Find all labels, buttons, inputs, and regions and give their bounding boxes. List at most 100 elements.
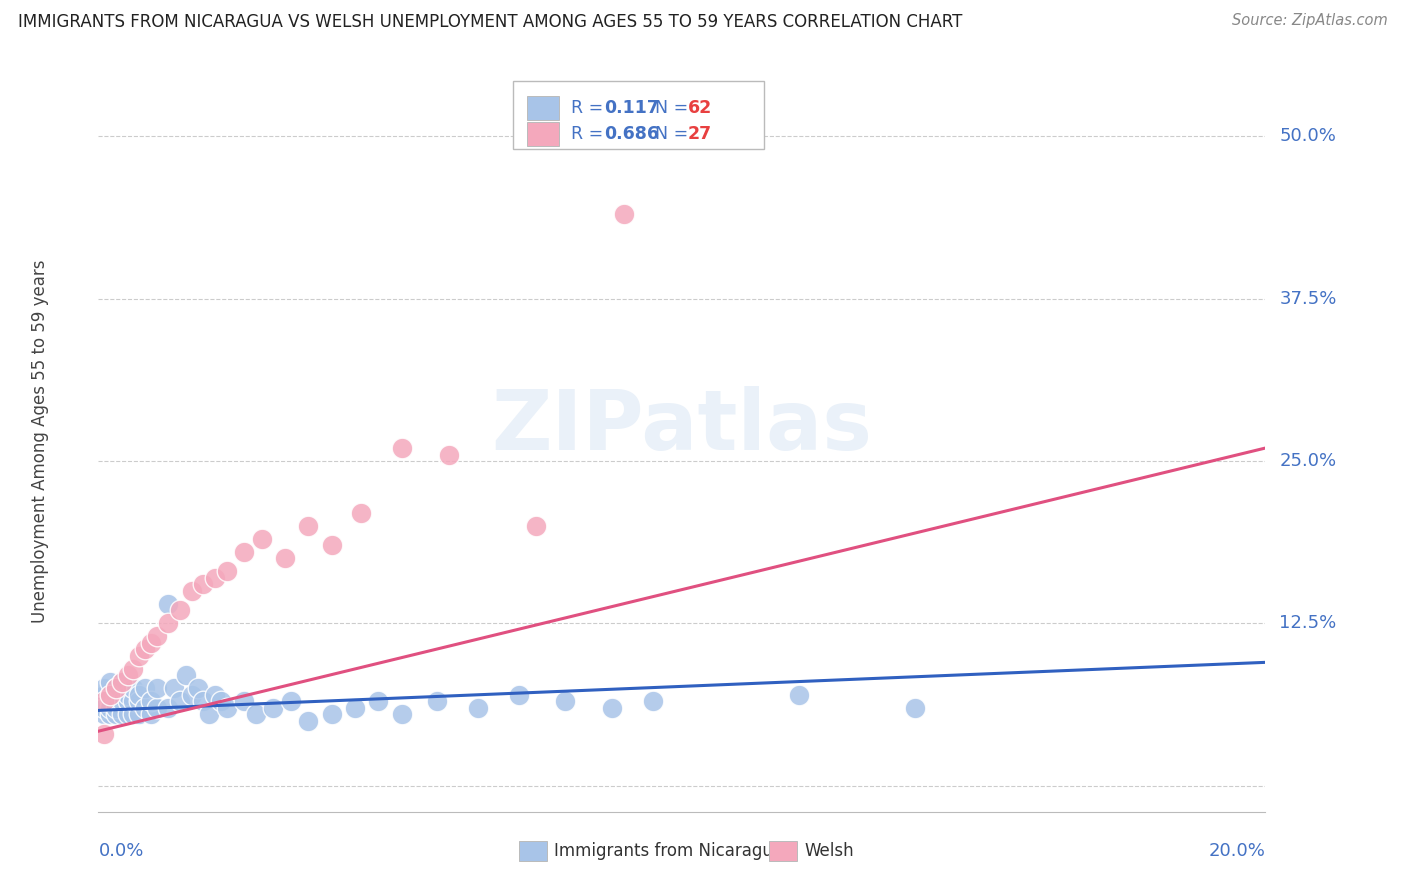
- Point: [204, 571, 226, 585]
- Point: [98, 701, 121, 715]
- Text: 50.0%: 50.0%: [1279, 128, 1336, 145]
- Point: [111, 694, 134, 708]
- Point: [134, 681, 156, 696]
- Point: [122, 694, 145, 708]
- Point: [250, 532, 273, 546]
- Point: [93, 688, 115, 702]
- Point: [111, 674, 134, 689]
- Point: [93, 701, 115, 715]
- Point: [524, 519, 547, 533]
- Point: [93, 681, 115, 696]
- Point: [93, 727, 115, 741]
- Point: [98, 707, 121, 722]
- Point: [367, 694, 389, 708]
- Point: [198, 707, 221, 722]
- Point: [146, 629, 169, 643]
- Text: Welsh: Welsh: [804, 842, 853, 860]
- Point: [117, 668, 139, 682]
- Point: [180, 688, 202, 702]
- FancyBboxPatch shape: [513, 81, 763, 149]
- Point: [350, 506, 373, 520]
- Point: [163, 681, 186, 696]
- Point: [139, 694, 162, 708]
- Point: [612, 207, 634, 221]
- Point: [104, 707, 127, 722]
- Text: IMMIGRANTS FROM NICARAGUA VS WELSH UNEMPLOYMENT AMONG AGES 55 TO 59 YEARS CORREL: IMMIGRANTS FROM NICARAGUA VS WELSH UNEMP…: [18, 13, 963, 31]
- Point: [215, 701, 238, 715]
- Point: [187, 681, 209, 696]
- Text: 12.5%: 12.5%: [1279, 615, 1337, 632]
- Text: 25.0%: 25.0%: [1279, 452, 1337, 470]
- Text: R =: R =: [571, 99, 609, 117]
- Point: [98, 688, 121, 702]
- FancyBboxPatch shape: [519, 840, 547, 862]
- Point: [104, 688, 127, 702]
- Point: [344, 701, 367, 715]
- Point: [122, 662, 145, 676]
- Text: N =: N =: [655, 125, 693, 143]
- Point: [128, 707, 150, 722]
- Text: Unemployment Among Ages 55 to 59 years: Unemployment Among Ages 55 to 59 years: [31, 260, 49, 624]
- Point: [146, 681, 169, 696]
- Point: [169, 603, 191, 617]
- Point: [104, 694, 127, 708]
- Point: [98, 688, 121, 702]
- Point: [111, 674, 134, 689]
- FancyBboxPatch shape: [527, 122, 560, 146]
- Point: [174, 668, 197, 682]
- Point: [104, 701, 127, 715]
- Point: [641, 694, 664, 708]
- Point: [139, 636, 162, 650]
- Point: [146, 701, 169, 715]
- Point: [437, 448, 460, 462]
- Point: [157, 616, 180, 631]
- Text: 0.686: 0.686: [603, 125, 659, 143]
- Text: 27: 27: [688, 125, 711, 143]
- Text: 0.117: 0.117: [603, 99, 658, 117]
- Point: [508, 688, 530, 702]
- Text: Source: ZipAtlas.com: Source: ZipAtlas.com: [1232, 13, 1388, 29]
- Point: [128, 648, 150, 663]
- Point: [169, 694, 191, 708]
- Point: [157, 701, 180, 715]
- Point: [139, 707, 162, 722]
- Point: [111, 707, 134, 722]
- Point: [98, 674, 121, 689]
- Point: [117, 694, 139, 708]
- Point: [233, 545, 256, 559]
- Point: [467, 701, 489, 715]
- Point: [280, 694, 302, 708]
- Point: [134, 642, 156, 657]
- Point: [321, 707, 343, 722]
- Point: [104, 681, 127, 696]
- Point: [134, 701, 156, 715]
- Text: 62: 62: [688, 99, 711, 117]
- Point: [128, 694, 150, 708]
- Text: ZIPatlas: ZIPatlas: [492, 386, 872, 467]
- Point: [215, 565, 238, 579]
- Text: Immigrants from Nicaragua: Immigrants from Nicaragua: [554, 842, 783, 860]
- Point: [274, 551, 297, 566]
- Point: [180, 583, 202, 598]
- Point: [233, 694, 256, 708]
- Point: [391, 707, 413, 722]
- Point: [245, 707, 267, 722]
- Point: [128, 688, 150, 702]
- Point: [204, 688, 226, 702]
- Text: N =: N =: [655, 99, 693, 117]
- Point: [104, 681, 127, 696]
- Text: 0.0%: 0.0%: [98, 842, 143, 860]
- Point: [93, 707, 115, 722]
- Point: [209, 694, 232, 708]
- Point: [554, 694, 576, 708]
- Point: [93, 694, 115, 708]
- Point: [98, 694, 121, 708]
- Text: R =: R =: [571, 125, 609, 143]
- Point: [117, 688, 139, 702]
- Point: [426, 694, 449, 708]
- Point: [321, 538, 343, 552]
- FancyBboxPatch shape: [769, 840, 797, 862]
- Point: [262, 701, 284, 715]
- Point: [391, 441, 413, 455]
- Point: [117, 707, 139, 722]
